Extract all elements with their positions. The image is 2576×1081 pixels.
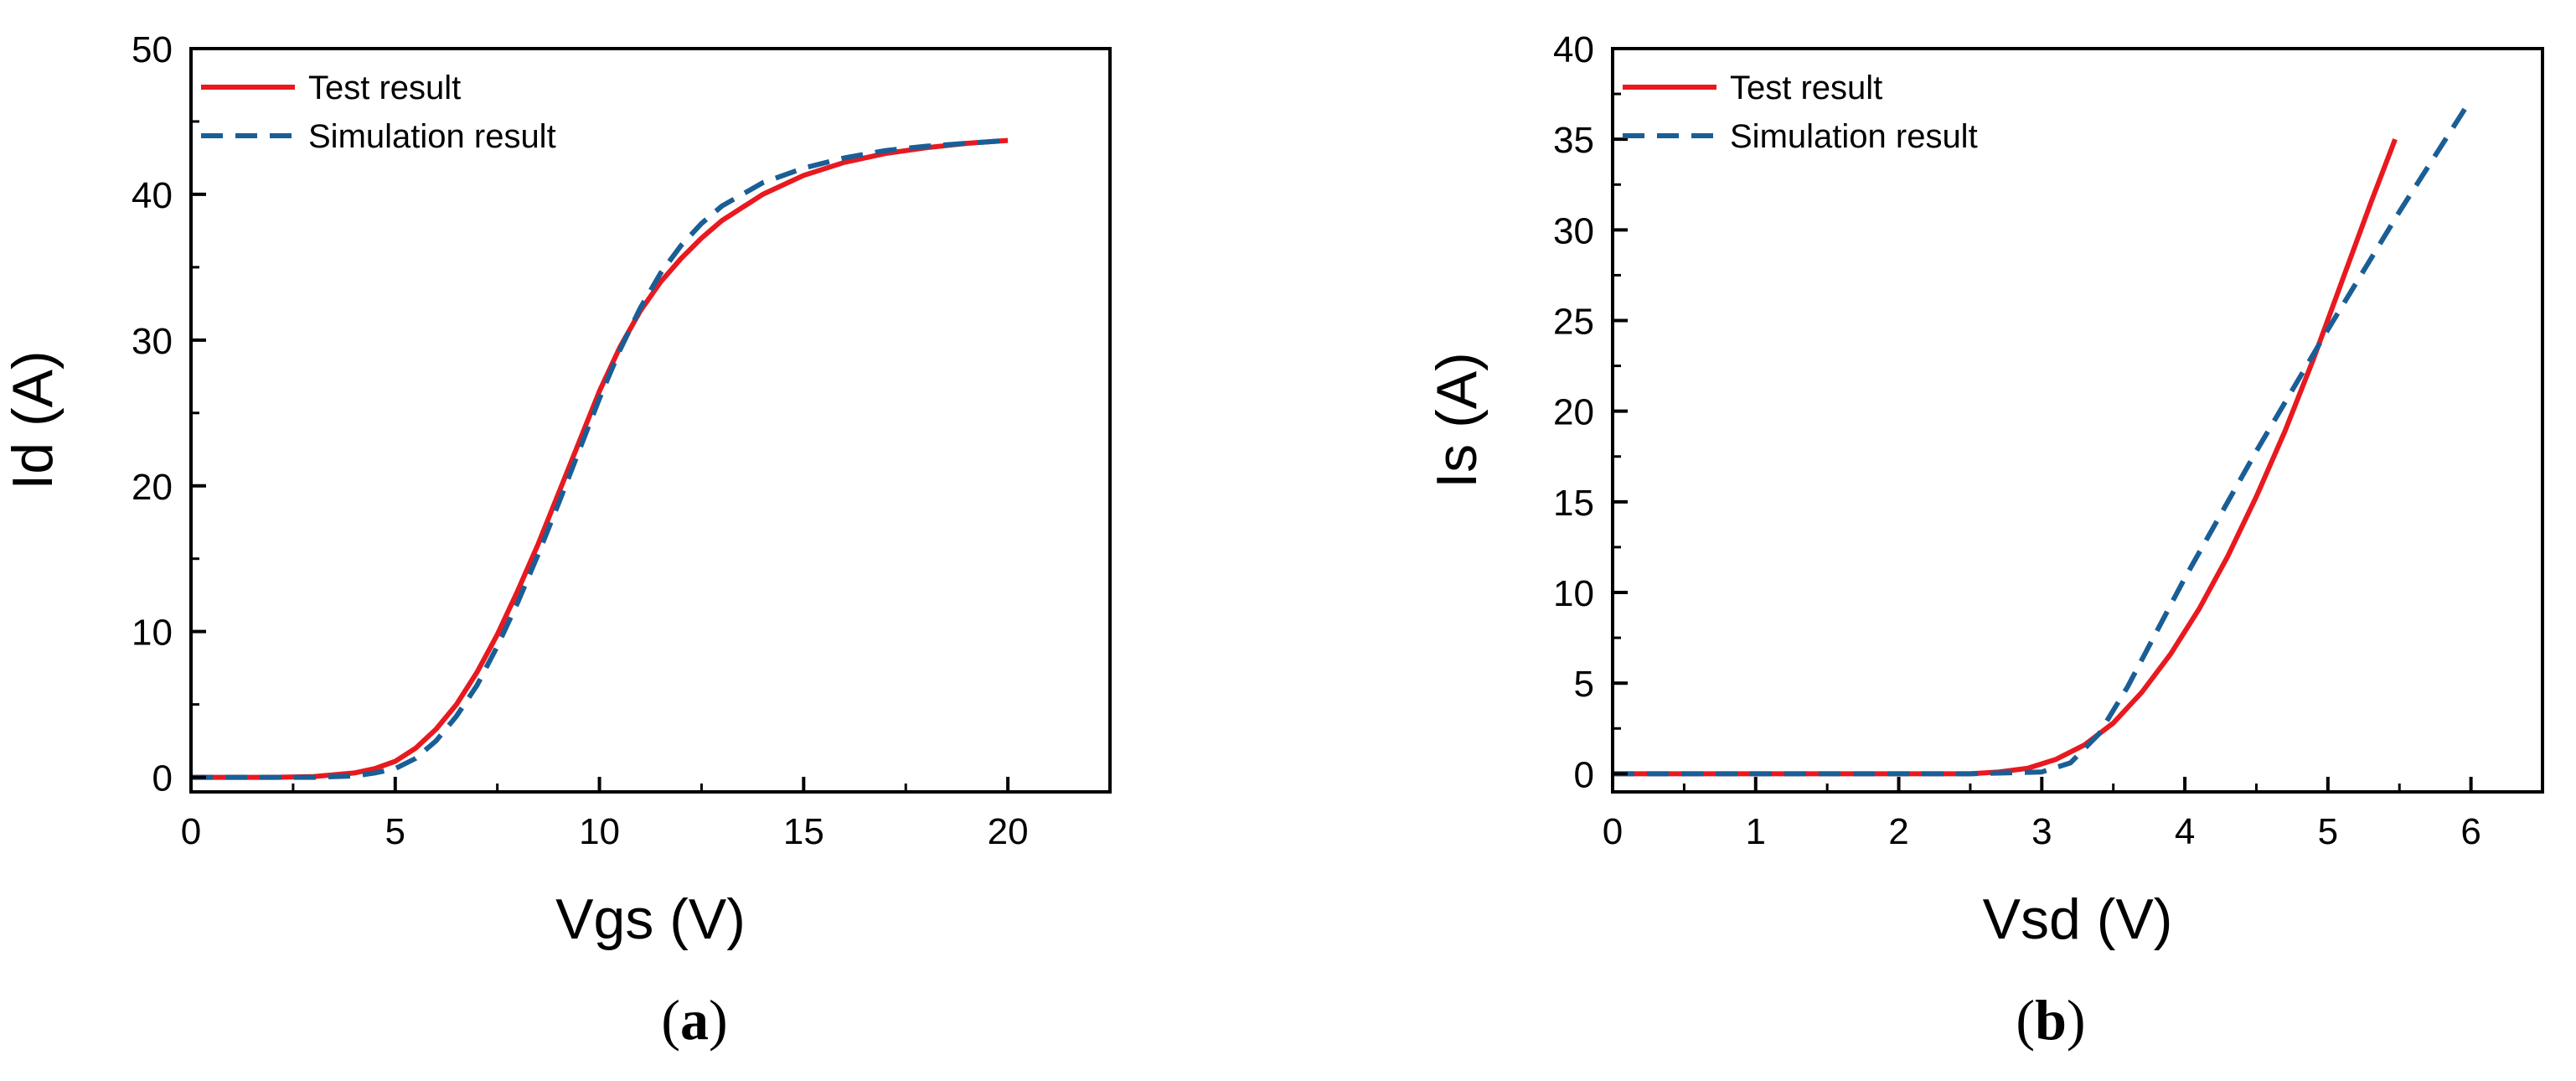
x-axis-title: Vsd (V) [1983, 887, 2173, 951]
x-tick-label: 20 [988, 811, 1029, 852]
chart-a: 0 5 10 15 20 0 10 20 30 40 50 Vgs (V) Id (A) Test res… [1, 29, 1112, 1052]
x-tick-label: 0 [1603, 811, 1623, 852]
y-tick-label: 10 [132, 613, 173, 654]
x-axis-title: Vgs (V) [555, 887, 746, 951]
x-tick-label: 5 [385, 811, 405, 852]
y-tick-label: 20 [132, 467, 173, 508]
y-tick-label: 30 [1553, 210, 1594, 251]
y-tick-label: 0 [1574, 754, 1594, 795]
legend-label: Test result [1730, 70, 1882, 106]
x-tick-label: 6 [2460, 811, 2480, 852]
x-tick-label: 4 [2175, 811, 2195, 852]
y-tick-label: 10 [1553, 573, 1594, 614]
x-tick-label: 3 [2031, 811, 2052, 852]
x-tick-label: 5 [2318, 811, 2338, 852]
plot-frame [1611, 47, 2544, 794]
x-tick-label: 1 [1746, 811, 1766, 852]
series-line-simulation-result [191, 137, 1009, 780]
panel-caption: (b) [2016, 988, 2085, 1052]
y-tick-label: 40 [1553, 29, 1594, 70]
y-tick-label: 25 [1553, 302, 1594, 343]
legend-label: Simulation result [1730, 118, 1978, 155]
y-tick-label: 50 [132, 29, 173, 70]
plot-frame [189, 47, 1112, 794]
x-tick-label: 15 [783, 811, 824, 852]
y-axis-title: Id (A) [1, 350, 65, 489]
x-tick-label: 2 [1888, 811, 1908, 852]
y-axis-title: Is (A) [1425, 352, 1489, 488]
series-line-test-result [1613, 138, 2398, 777]
y-tick-label: 20 [1553, 392, 1594, 433]
y-tick-label: 15 [1553, 483, 1594, 524]
y-tick-label: 40 [132, 175, 173, 216]
legend: Test result Simulation result [201, 70, 556, 155]
x-tick-label: 0 [181, 811, 201, 852]
y-tick-label: 30 [132, 321, 173, 362]
legend-label: Simulation result [308, 118, 556, 155]
legend: Test result Simulation result [1623, 70, 1978, 155]
y-tick-label: 35 [1553, 120, 1594, 161]
panel-caption: (a) [661, 988, 727, 1052]
chart-b: 0 1 2 3 4 5 6 0 5 10 15 20 25 30 35 40 Vsd (V) Is (A) Test… [1425, 29, 2544, 1052]
legend-label: Test result [308, 70, 461, 106]
x-tick-label: 10 [579, 811, 620, 852]
y-tick-label: 0 [152, 758, 173, 799]
series-line-simulation-result [1613, 97, 2474, 777]
series-line-test-result [191, 137, 1009, 780]
y-tick-label: 5 [1574, 664, 1594, 705]
